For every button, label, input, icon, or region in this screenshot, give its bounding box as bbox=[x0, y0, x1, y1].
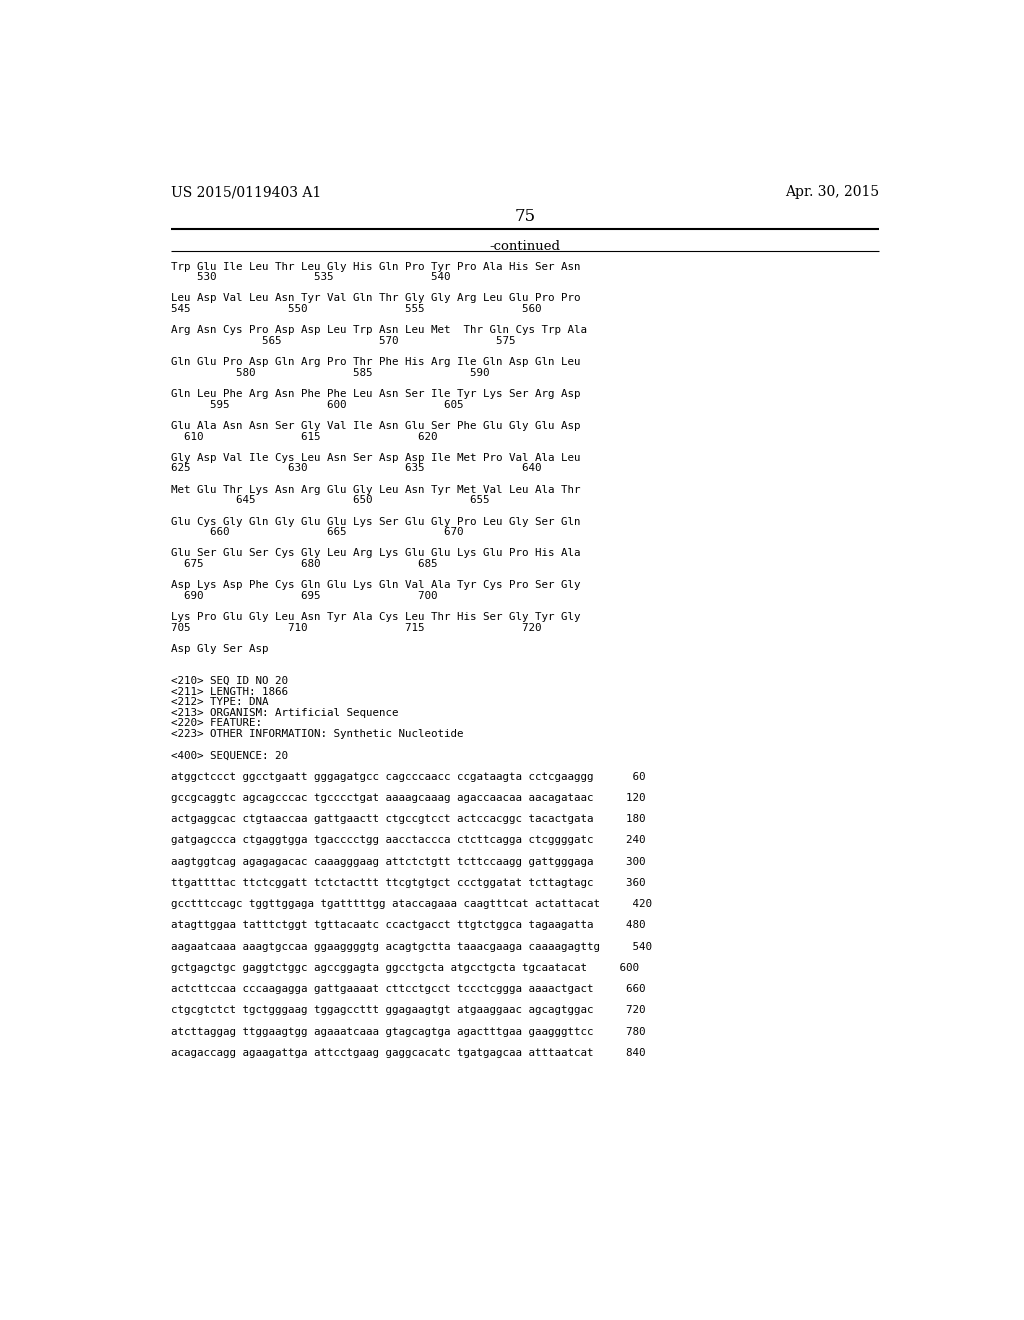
Text: 660               665               670: 660 665 670 bbox=[171, 527, 463, 537]
Text: Glu Ser Glu Ser Cys Gly Leu Arg Lys Glu Glu Lys Glu Pro His Ala: Glu Ser Glu Ser Cys Gly Leu Arg Lys Glu … bbox=[171, 549, 581, 558]
Text: <220> FEATURE:: <220> FEATURE: bbox=[171, 718, 261, 729]
Text: 545               550               555               560: 545 550 555 560 bbox=[171, 304, 541, 314]
Text: actgaggcac ctgtaaccaa gattgaactt ctgccgtcct actccacggc tacactgata     180: actgaggcac ctgtaaccaa gattgaactt ctgccgt… bbox=[171, 814, 645, 824]
Text: gcctttccagc tggttggaga tgatttttgg ataccagaaa caagtttcat actattacat     420: gcctttccagc tggttggaga tgatttttgg atacca… bbox=[171, 899, 651, 909]
Text: aagtggtcag agagagacac caaagggaag attctctgtt tcttccaagg gattgggaga     300: aagtggtcag agagagacac caaagggaag attctct… bbox=[171, 857, 645, 867]
Text: US 2015/0119403 A1: US 2015/0119403 A1 bbox=[171, 185, 321, 199]
Text: Lys Pro Glu Gly Leu Asn Tyr Ala Cys Leu Thr His Ser Gly Tyr Gly: Lys Pro Glu Gly Leu Asn Tyr Ala Cys Leu … bbox=[171, 612, 581, 622]
Text: Gly Asp Val Ile Cys Leu Asn Ser Asp Asp Ile Met Pro Val Ala Leu: Gly Asp Val Ile Cys Leu Asn Ser Asp Asp … bbox=[171, 453, 581, 463]
Text: 610               615               620: 610 615 620 bbox=[171, 432, 437, 442]
Text: aagaatcaaa aaagtgccaa ggaaggggtg acagtgctta taaacgaaga caaaagagttg     540: aagaatcaaa aaagtgccaa ggaaggggtg acagtgc… bbox=[171, 941, 651, 952]
Text: gctgagctgc gaggtctggc agccggagta ggcctgcta atgcctgcta tgcaatacat     600: gctgagctgc gaggtctggc agccggagta ggcctgc… bbox=[171, 962, 639, 973]
Text: gccgcaggtc agcagcccac tgcccctgat aaaagcaaag agaccaacaa aacagataac     120: gccgcaggtc agcagcccac tgcccctgat aaaagca… bbox=[171, 793, 645, 803]
Text: actcttccaa cccaagagga gattgaaaat cttcctgcct tccctcggga aaaactgact     660: actcttccaa cccaagagga gattgaaaat cttcctg… bbox=[171, 985, 645, 994]
Text: Glu Cys Gly Gln Gly Glu Glu Lys Ser Glu Gly Pro Leu Gly Ser Gln: Glu Cys Gly Gln Gly Glu Glu Lys Ser Glu … bbox=[171, 516, 581, 527]
Text: Apr. 30, 2015: Apr. 30, 2015 bbox=[784, 185, 879, 199]
Text: 595               600               605: 595 600 605 bbox=[171, 400, 463, 409]
Text: Leu Asp Val Leu Asn Tyr Val Gln Thr Gly Gly Arg Leu Glu Pro Pro: Leu Asp Val Leu Asn Tyr Val Gln Thr Gly … bbox=[171, 293, 581, 304]
Text: <213> ORGANISM: Artificial Sequence: <213> ORGANISM: Artificial Sequence bbox=[171, 708, 398, 718]
Text: Glu Ala Asn Asn Ser Gly Val Ile Asn Glu Ser Phe Glu Gly Glu Asp: Glu Ala Asn Asn Ser Gly Val Ile Asn Glu … bbox=[171, 421, 581, 430]
Text: 675               680               685: 675 680 685 bbox=[171, 560, 437, 569]
Text: <223> OTHER INFORMATION: Synthetic Nucleotide: <223> OTHER INFORMATION: Synthetic Nucle… bbox=[171, 729, 463, 739]
Text: atcttaggag ttggaagtgg agaaatcaaa gtagcagtga agactttgaa gaagggttcc     780: atcttaggag ttggaagtgg agaaatcaaa gtagcag… bbox=[171, 1027, 645, 1036]
Text: Gln Glu Pro Asp Gln Arg Pro Thr Phe His Arg Ile Gln Asp Gln Leu: Gln Glu Pro Asp Gln Arg Pro Thr Phe His … bbox=[171, 358, 581, 367]
Text: Gln Leu Phe Arg Asn Phe Phe Leu Asn Ser Ile Tyr Lys Ser Arg Asp: Gln Leu Phe Arg Asn Phe Phe Leu Asn Ser … bbox=[171, 389, 581, 399]
Text: Asp Gly Ser Asp: Asp Gly Ser Asp bbox=[171, 644, 268, 655]
Text: -continued: -continued bbox=[489, 240, 560, 253]
Text: 645               650               655: 645 650 655 bbox=[171, 495, 489, 506]
Text: 530               535               540: 530 535 540 bbox=[171, 272, 451, 282]
Text: <212> TYPE: DNA: <212> TYPE: DNA bbox=[171, 697, 268, 708]
Text: Trp Glu Ile Leu Thr Leu Gly His Gln Pro Tyr Pro Ala His Ser Asn: Trp Glu Ile Leu Thr Leu Gly His Gln Pro … bbox=[171, 261, 581, 272]
Text: <211> LENGTH: 1866: <211> LENGTH: 1866 bbox=[171, 686, 288, 697]
Text: <400> SEQUENCE: 20: <400> SEQUENCE: 20 bbox=[171, 750, 288, 760]
Text: ctgcgtctct tgctgggaag tggagccttt ggagaagtgt atgaaggaac agcagtggac     720: ctgcgtctct tgctgggaag tggagccttt ggagaag… bbox=[171, 1006, 645, 1015]
Text: atagttggaa tatttctggt tgttacaatc ccactgacct ttgtctggca tagaagatta     480: atagttggaa tatttctggt tgttacaatc ccactga… bbox=[171, 920, 645, 931]
Text: atggctccct ggcctgaatt gggagatgcc cagcccaacc ccgataagta cctcgaaggg      60: atggctccct ggcctgaatt gggagatgcc cagccca… bbox=[171, 772, 645, 781]
Text: ttgattttac ttctcggatt tctctacttt ttcgtgtgct ccctggatat tcttagtagc     360: ttgattttac ttctcggatt tctctacttt ttcgtgt… bbox=[171, 878, 645, 888]
Text: Met Glu Thr Lys Asn Arg Glu Gly Leu Asn Tyr Met Val Leu Ala Thr: Met Glu Thr Lys Asn Arg Glu Gly Leu Asn … bbox=[171, 484, 581, 495]
Text: gatgagccca ctgaggtgga tgacccctgg aacctaccca ctcttcagga ctcggggatc     240: gatgagccca ctgaggtgga tgacccctgg aacctac… bbox=[171, 836, 645, 845]
Text: 75: 75 bbox=[514, 209, 536, 226]
Text: Asp Lys Asp Phe Cys Gln Glu Lys Gln Val Ala Tyr Cys Pro Ser Gly: Asp Lys Asp Phe Cys Gln Glu Lys Gln Val … bbox=[171, 581, 581, 590]
Text: 565               570               575: 565 570 575 bbox=[171, 337, 515, 346]
Text: 580               585               590: 580 585 590 bbox=[171, 368, 489, 378]
Text: Arg Asn Cys Pro Asp Asp Leu Trp Asn Leu Met  Thr Gln Cys Trp Ala: Arg Asn Cys Pro Asp Asp Leu Trp Asn Leu … bbox=[171, 325, 587, 335]
Text: 705               710               715               720: 705 710 715 720 bbox=[171, 623, 541, 632]
Text: acagaccagg agaagattga attcctgaag gaggcacatc tgatgagcaa atttaatcat     840: acagaccagg agaagattga attcctgaag gaggcac… bbox=[171, 1048, 645, 1057]
Text: 690               695               700: 690 695 700 bbox=[171, 591, 437, 601]
Text: 625               630               635               640: 625 630 635 640 bbox=[171, 463, 541, 474]
Text: <210> SEQ ID NO 20: <210> SEQ ID NO 20 bbox=[171, 676, 288, 686]
